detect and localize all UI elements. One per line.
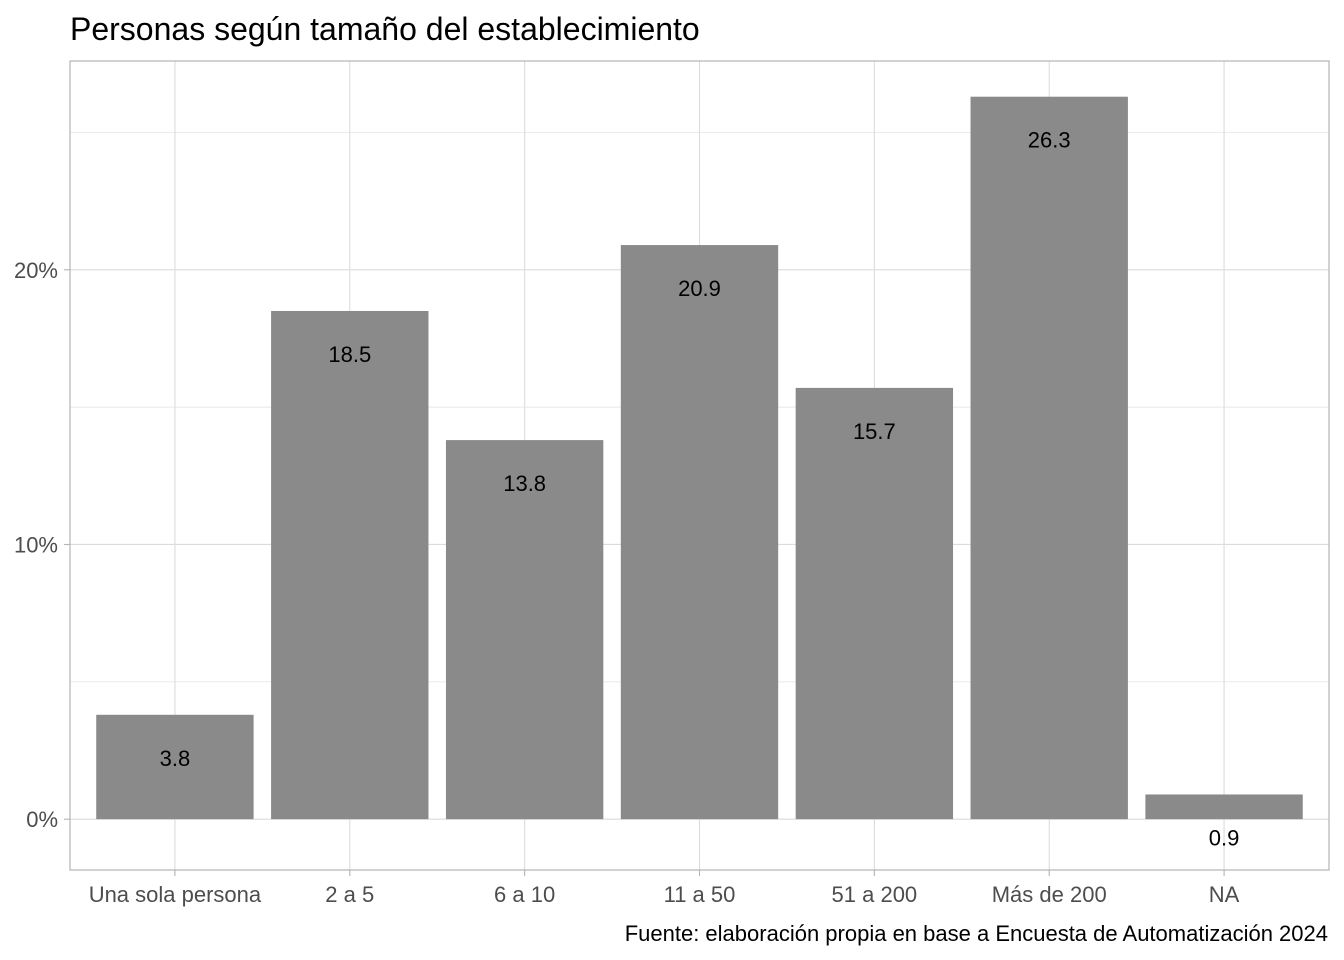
bar [96, 714, 254, 820]
x-tick-label: NA [1209, 882, 1240, 907]
x-tick-label: 51 a 200 [832, 882, 918, 907]
y-tick-label: 10% [14, 532, 58, 557]
x-tick-label: Una sola persona [89, 882, 262, 907]
bar-value-label: 13.8 [503, 471, 546, 496]
x-tick-label: 2 a 5 [325, 882, 374, 907]
bar [1145, 794, 1303, 820]
x-tick-label: Más de 200 [992, 882, 1107, 907]
bar-value-label: 18.5 [328, 342, 371, 367]
data-labels: 3.8 18.5 13.8 20.9 15.7 26.3 0.9 [160, 128, 1240, 851]
y-tick-label: 0% [26, 807, 58, 832]
bar-value-label: 3.8 [160, 746, 191, 771]
y-axis: 0% 10% 20% [14, 258, 70, 832]
x-tick-label: 11 a 50 [664, 882, 736, 907]
bar [970, 96, 1128, 820]
bar-value-label: 20.9 [678, 276, 721, 301]
bar [620, 245, 779, 820]
bar [445, 440, 604, 820]
bar-value-label: 0.9 [1209, 825, 1240, 850]
bar-value-label: 26.3 [1028, 128, 1071, 153]
bars [96, 96, 1303, 820]
bar-value-label: 15.7 [853, 419, 896, 444]
bar [271, 310, 429, 820]
x-axis: Una sola persona 2 a 5 6 a 10 11 a 50 51 a 2… [89, 870, 1240, 907]
bar [795, 387, 954, 820]
x-tick-label: 6 a 10 [494, 882, 555, 907]
chart-title: Personas según tamaño del establecimient… [70, 11, 700, 47]
y-tick-label: 20% [14, 258, 58, 283]
chart-caption: Fuente: elaboración propia en base a Enc… [625, 921, 1328, 946]
